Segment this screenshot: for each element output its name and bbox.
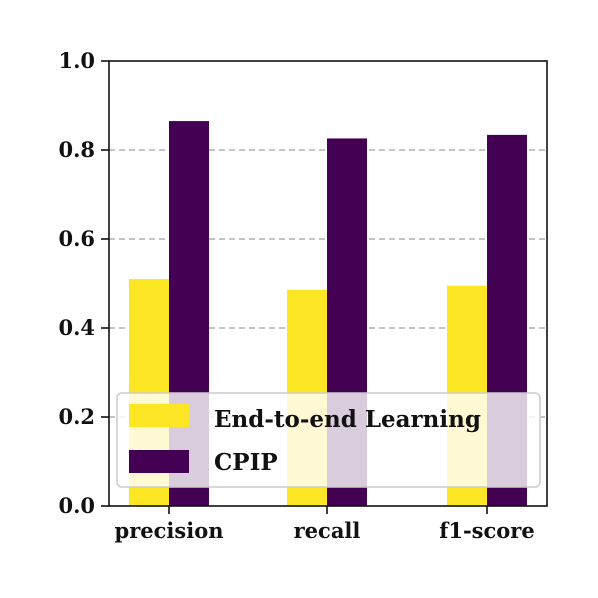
y-tick-label: 0.6 bbox=[58, 226, 95, 251]
x-tick-label: f1-score bbox=[439, 518, 534, 543]
legend-box bbox=[116, 392, 541, 488]
y-tick-label: 1.0 bbox=[58, 48, 95, 73]
x-tick-label: recall bbox=[294, 518, 361, 543]
axes bbox=[101, 60, 548, 514]
legend: End-to-end Learning CPIP bbox=[116, 392, 541, 488]
y-tick-label: 0.0 bbox=[58, 493, 95, 518]
plot-frame bbox=[108, 60, 548, 507]
y-tick-label: 0.2 bbox=[58, 404, 95, 429]
legend-label-end-to-end-learning: End-to-end Learning bbox=[214, 406, 481, 433]
tick-labels: 0.0 0.2 0.4 0.6 0.8 1.0 precision recall f1-scor… bbox=[58, 48, 534, 543]
y-tick-label: 0.4 bbox=[58, 315, 95, 340]
legend-swatch-cpip bbox=[129, 450, 189, 473]
legend-label-cpip: CPIP bbox=[214, 449, 278, 476]
y-tick-label: 0.8 bbox=[58, 137, 95, 162]
legend-swatch-end-to-end-learning bbox=[129, 404, 189, 427]
x-tick-label: precision bbox=[115, 518, 224, 543]
